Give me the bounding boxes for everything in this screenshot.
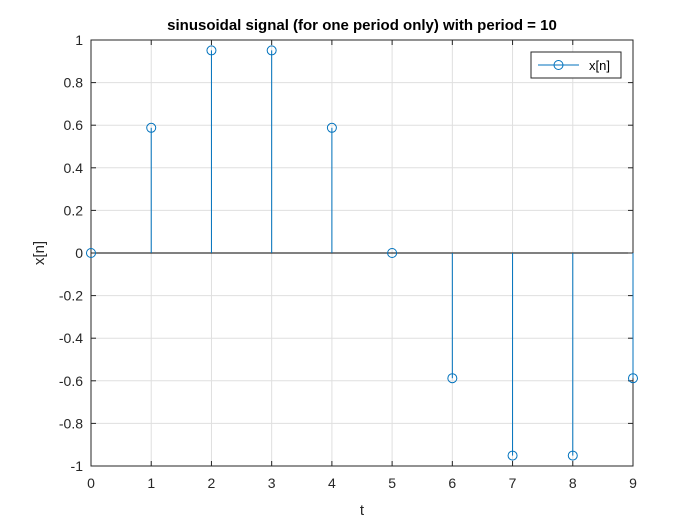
x-tick-label: 3 — [268, 475, 276, 491]
x-tick-label: 2 — [208, 475, 216, 491]
legend: x[n] — [530, 51, 622, 79]
stem-series — [86, 45, 638, 461]
y-tick-label: 0.8 — [64, 75, 84, 91]
x-tick-label: 5 — [388, 475, 396, 491]
stem-marker — [447, 373, 458, 384]
x-tick-label: 7 — [509, 475, 517, 491]
stem-marker — [206, 45, 217, 56]
legend-entry-label: x[n] — [589, 58, 610, 73]
y-tick-label: 0.2 — [64, 202, 84, 218]
axis-ticks: 0 1 2 3 4 5 6 7 8 9 -1 -0.8 -0.6 -0.4 -0.2 0 0.2 0.4 0.6 0.… — [59, 32, 637, 491]
y-tick-label: 0.4 — [64, 160, 84, 176]
x-tick-label: 9 — [629, 475, 637, 491]
chart-title: sinusoidal signal (for one period only) … — [167, 17, 557, 34]
stem-marker — [326, 122, 337, 133]
x-tick-label: 8 — [569, 475, 577, 491]
stem-marker — [146, 122, 157, 133]
x-axis-label: t — [360, 502, 365, 519]
stem-marker — [507, 450, 518, 461]
y-tick-label: 1 — [75, 32, 83, 48]
y-tick-label: -0.6 — [59, 373, 83, 389]
y-tick-label: 0.6 — [64, 117, 84, 133]
x-tick-label: 4 — [328, 475, 336, 491]
stem-marker — [86, 248, 96, 258]
stem-marker — [387, 248, 398, 258]
x-tick-label: 1 — [147, 475, 155, 491]
stem-marker — [567, 450, 578, 461]
y-axis-label: x[n] — [31, 241, 48, 265]
y-tick-label: -0.8 — [59, 415, 83, 431]
y-tick-label: -0.2 — [59, 288, 83, 304]
stem-marker — [628, 373, 638, 384]
x-tick-label: 0 — [87, 475, 95, 491]
y-tick-label: -0.4 — [59, 330, 83, 346]
x-tick-label: 6 — [448, 475, 456, 491]
legend-marker-icon — [553, 60, 564, 70]
y-tick-label: 0 — [75, 245, 83, 261]
y-tick-label: -1 — [71, 458, 84, 474]
stem-marker — [266, 45, 277, 56]
